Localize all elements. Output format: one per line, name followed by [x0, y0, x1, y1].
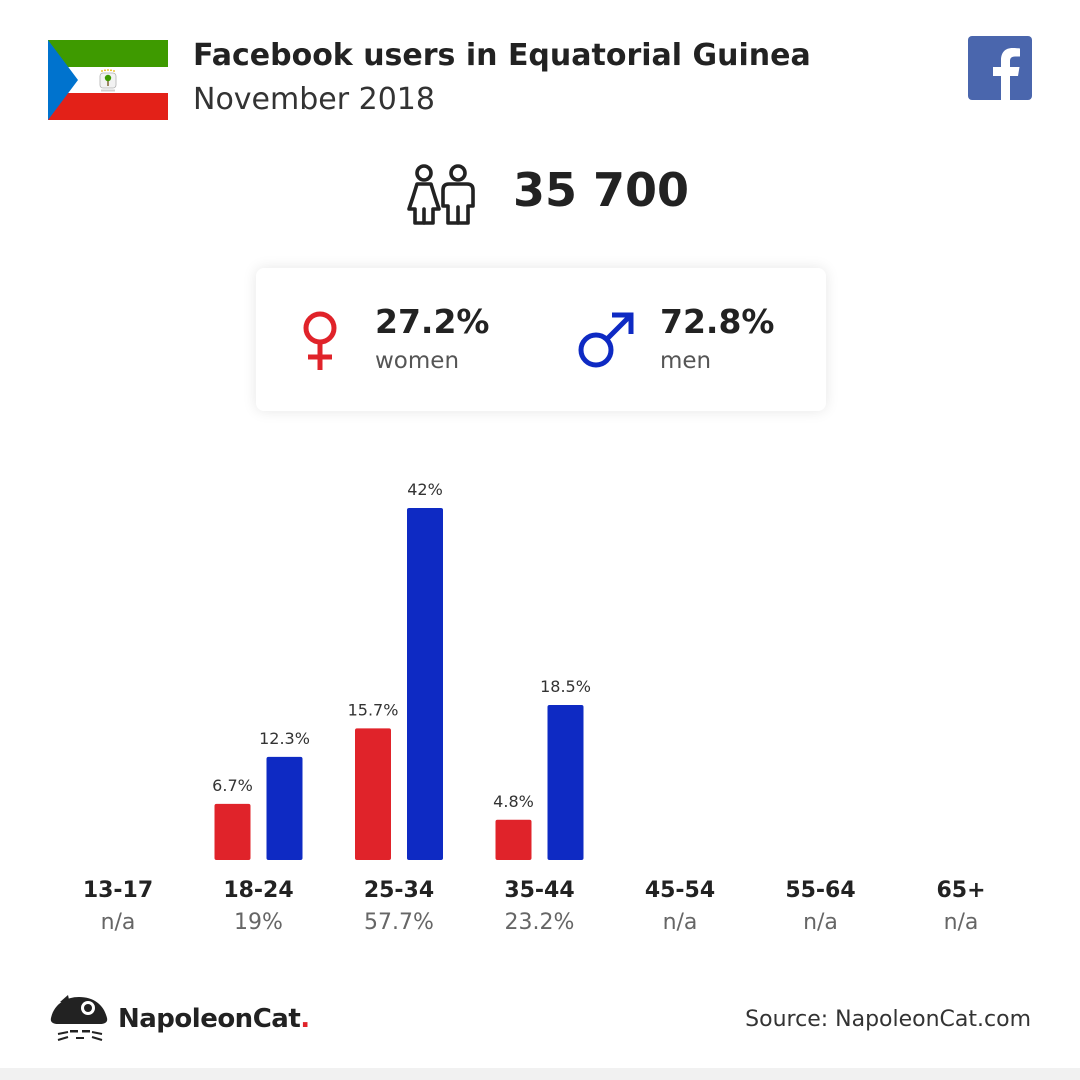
- page-subtitle: November 2018: [193, 82, 435, 117]
- bottom-strip: [0, 1068, 1080, 1080]
- women-label: women: [375, 348, 460, 374]
- bar-men-35-44: [547, 704, 584, 860]
- brand-name: NapoleonCat: [118, 1004, 301, 1034]
- bar-women-25-34: [355, 728, 391, 860]
- source-credit[interactable]: Source: NapoleonCat.com: [745, 1007, 1031, 1032]
- female-symbol-icon: [303, 311, 337, 370]
- age-label-25-34: 25-34: [363, 878, 435, 903]
- gender-card: 27.2% women 72.8% men: [256, 268, 826, 411]
- age-label-13-17: 13-17: [82, 878, 154, 903]
- age-gender-bar-chart: 6.7% 12.3% 15.7% 42% 4.8% 18.5%: [212, 480, 591, 860]
- age-total-18-24: 19%: [234, 910, 283, 935]
- bar-women-35-44: [495, 819, 532, 860]
- men-label: men: [660, 348, 712, 374]
- data-label-women-35-44: 4.8%: [493, 792, 534, 811]
- data-label-men-18-24: 12.3%: [259, 729, 310, 748]
- brand-dot: .: [300, 1004, 310, 1034]
- napoleoncat-icon: [50, 995, 108, 1041]
- data-label-men-35-44: 18.5%: [540, 677, 591, 696]
- age-label-65+: 65+: [936, 878, 986, 903]
- age-total-65+: n/a: [943, 910, 979, 935]
- age-total-25-34: 57.7%: [364, 910, 434, 935]
- bar-men-18-24: [266, 756, 303, 860]
- brand-logo-text: NapoleonCat.: [118, 1004, 310, 1034]
- age-label-55-64: 55-64: [785, 878, 856, 903]
- women-percentage: 27.2%: [375, 302, 490, 341]
- total-users-value: 35 700: [513, 163, 690, 217]
- age-label-45-54: 45-54: [644, 878, 716, 903]
- data-label-women-25-34: 15.7%: [348, 700, 399, 719]
- men-percentage: 72.8%: [660, 302, 775, 341]
- coat-of-arms-icon: [99, 69, 117, 92]
- page-title: Facebook users in Equatorial Guinea: [193, 38, 811, 73]
- facebook-icon[interactable]: [968, 36, 1032, 100]
- people-icon: [407, 164, 475, 225]
- data-label-women-18-24: 6.7%: [212, 776, 253, 795]
- age-total-45-54: n/a: [662, 910, 698, 935]
- age-total-35-44: 23.2%: [504, 910, 575, 935]
- male-symbol-icon: [578, 312, 634, 368]
- bar-men-25-34: [407, 508, 443, 860]
- bar-women-18-24: [214, 803, 251, 860]
- age-total-13-17: n/a: [100, 910, 136, 935]
- age-label-35-44: 35-44: [504, 878, 575, 903]
- age-total-55-64: n/a: [803, 910, 838, 935]
- data-label-men-25-34: 42%: [407, 480, 443, 499]
- age-label-18-24: 18-24: [223, 878, 294, 903]
- flag-equatorial-guinea-icon: [48, 40, 168, 120]
